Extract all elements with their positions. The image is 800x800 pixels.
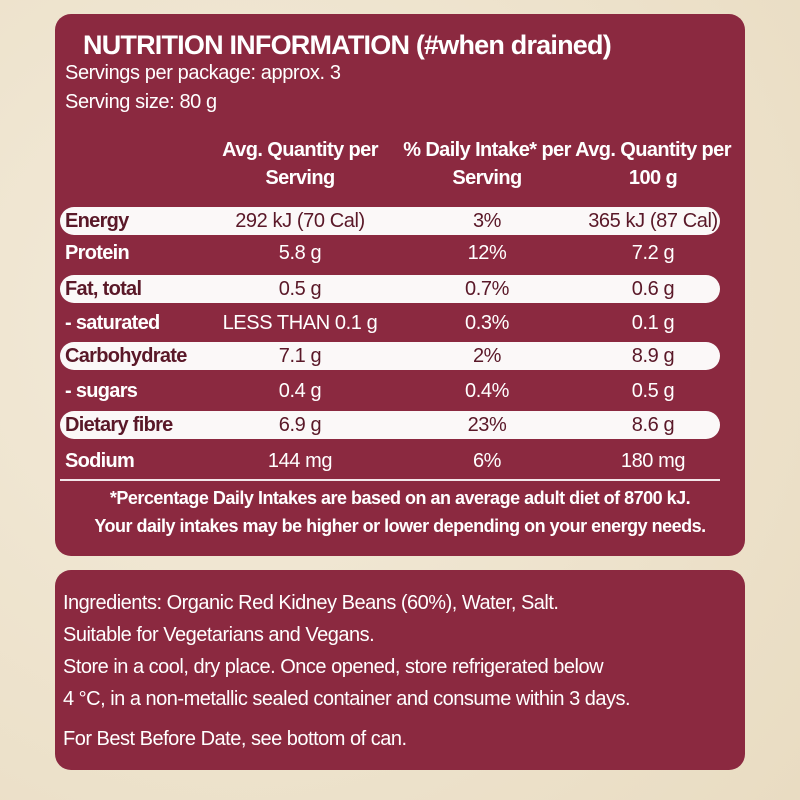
cell-value: 23% — [467, 414, 507, 436]
ingredients-line: 4 °C, in a non-metallic sealed container… — [63, 688, 631, 710]
table-row: - saturated LESS THAN 0.1 g 0.3% 0.1 g — [60, 309, 720, 337]
ingredients-line: Ingredients: Organic Red Kidney Beans (6… — [63, 592, 559, 614]
cell-value: 0.1 g — [631, 312, 675, 334]
cell-value: 0.5 g — [631, 380, 675, 402]
row-label: Fat, total — [65, 278, 142, 300]
footnote: *Percentage Daily Intakes are based on a… — [109, 488, 691, 508]
cell-value: 6% — [472, 450, 502, 472]
cell-value: 144 mg — [267, 450, 333, 472]
cell-value: 0.5 g — [278, 278, 322, 300]
row-label: Dietary fibre — [65, 414, 173, 436]
cell-value: 0.4% — [465, 380, 509, 402]
table-row: Energy 292 kJ (70 Cal) 3% 365 kJ (87 Cal) — [60, 207, 720, 235]
table-row: Carbohydrate 7.1 g 2% 8.9 g — [60, 342, 720, 370]
table-row: Protein 5.8 g 12% 7.2 g — [60, 239, 720, 267]
cell-value: 0.4 g — [278, 380, 322, 402]
row-label: Energy — [65, 210, 129, 232]
serving-size: Serving size: 80 g — [65, 91, 217, 113]
cell-value: 6.9 g — [278, 414, 322, 436]
cell-value: LESS THAN 0.1 g — [222, 312, 378, 334]
table-row: - sugars 0.4 g 0.4% 0.5 g — [60, 377, 720, 405]
cell-value: 0.6 g — [631, 278, 675, 300]
row-label: - sugars — [65, 380, 138, 402]
column-header: Avg. Quantity per Serving — [222, 139, 378, 189]
cell-value: 2% — [472, 345, 502, 367]
cell-value: 0.7% — [465, 278, 509, 300]
cell-value: 8.6 g — [631, 414, 675, 436]
cell-value: 0.3% — [465, 312, 509, 334]
table-row: Fat, total 0.5 g 0.7% 0.6 g — [60, 275, 720, 303]
cell-value: 12% — [467, 242, 507, 264]
ingredients-panel: Ingredients: Organic Red Kidney Beans (6… — [55, 570, 745, 770]
cell-value: 365 kJ (87 Cal) — [588, 210, 718, 232]
row-label: Carbohydrate — [65, 345, 187, 367]
footnote: Your daily intakes may be higher or lowe… — [94, 516, 706, 536]
table-row: Dietary fibre 6.9 g 23% 8.6 g — [60, 411, 720, 439]
cell-value: 7.1 g — [278, 345, 322, 367]
row-label: Sodium — [65, 450, 135, 472]
ingredients-line: Store in a cool, dry place. Once opened,… — [63, 656, 604, 678]
cell-value: 292 kJ (70 Cal) — [235, 210, 365, 232]
column-header: Avg. Quantity per 100 g — [575, 139, 731, 189]
servings: Servings per package: approx. 3 — [65, 62, 341, 84]
cell-value: 3% — [472, 210, 502, 232]
ingredients-line: For Best Before Date, see bottom of can. — [63, 728, 407, 750]
cell-value: 5.8 g — [278, 242, 322, 264]
cell-value: 180 mg — [620, 450, 686, 472]
row-label: Protein — [65, 242, 130, 264]
cell-value: 7.2 g — [631, 242, 675, 264]
cell-value: 8.9 g — [631, 345, 675, 367]
divider — [60, 479, 720, 481]
column-header: % Daily Intake* per Serving — [403, 139, 571, 189]
table-row: Sodium 144 mg 6% 180 mg — [60, 447, 720, 475]
nutrition-panel: NUTRITION INFORMATION (#when drained) Se… — [55, 14, 745, 556]
row-label: - saturated — [65, 312, 160, 334]
ingredients-line: Suitable for Vegetarians and Vegans. — [63, 624, 375, 646]
title: NUTRITION INFORMATION (#when drained) — [83, 30, 612, 60]
